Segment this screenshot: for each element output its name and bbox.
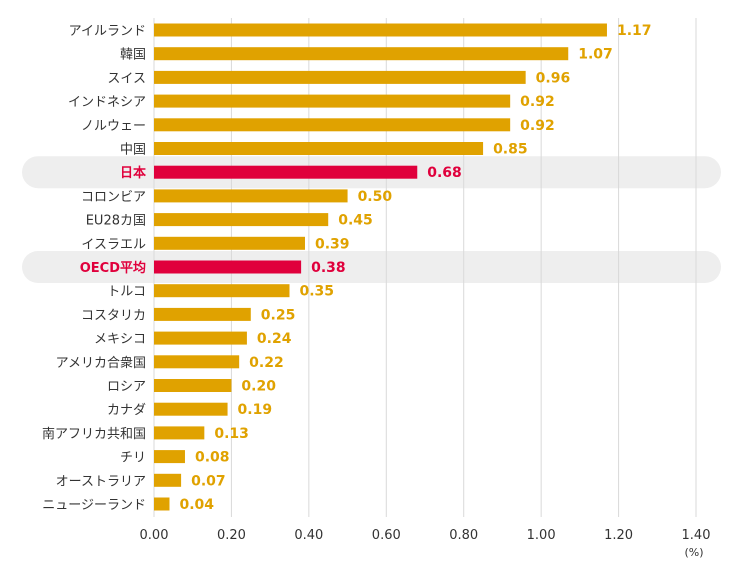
bar [154, 379, 232, 392]
value-label: 0.35 [300, 284, 335, 300]
bar [154, 23, 607, 37]
bar [154, 355, 240, 369]
category-label: アメリカ合衆国 [56, 355, 146, 371]
bar [154, 402, 228, 416]
value-label: 0.96 [536, 70, 571, 86]
highlight-band [22, 251, 721, 283]
x-tick-label: 0.80 [449, 528, 478, 543]
bar [154, 47, 569, 61]
bar [154, 189, 348, 203]
category-label: イスラエル [81, 237, 146, 252]
category-label: 韓国 [120, 48, 146, 63]
value-label: 0.22 [249, 355, 284, 371]
value-label: 0.50 [358, 189, 393, 205]
x-tick-label: 0.20 [217, 528, 246, 543]
bars [154, 23, 607, 511]
bar [154, 426, 205, 440]
bar [154, 142, 484, 155]
bar [154, 473, 182, 487]
bar [154, 70, 526, 84]
value-label: 0.85 [493, 142, 528, 158]
value-label: 0.04 [179, 497, 214, 513]
category-label: ノルウェー [81, 119, 146, 134]
category-label: 日本 [120, 165, 146, 181]
value-label: 0.45 [338, 213, 373, 229]
value-label: 0.07 [191, 473, 226, 489]
bar [154, 213, 329, 227]
bar [154, 284, 290, 298]
value-label: 0.68 [427, 165, 462, 181]
value-label: 0.38 [311, 260, 346, 276]
value-label: 0.08 [195, 450, 230, 466]
unit-label: (%) [684, 546, 703, 559]
x-tick-label: 1.00 [527, 528, 556, 543]
bar [154, 497, 170, 511]
category-label: アイルランド [69, 24, 146, 39]
x-tick-label: 1.40 [682, 528, 711, 543]
value-label: 0.20 [241, 379, 276, 395]
x-tick-label: 1.20 [604, 528, 633, 543]
category-label: 南アフリカ共和国 [42, 426, 146, 442]
category-label: コスタリカ [81, 308, 146, 323]
category-label: インドネシア [68, 95, 146, 110]
bar [154, 118, 511, 132]
bar [154, 165, 418, 179]
bar [154, 307, 251, 321]
category-label: メキシコ [94, 332, 146, 347]
category-label: 中国 [120, 143, 146, 158]
category-label: ニュージーランド [42, 498, 146, 513]
bar [154, 94, 511, 108]
category-label: オーストラリア [56, 474, 146, 489]
value-label: 0.39 [315, 236, 350, 252]
category-label: スイス [107, 71, 146, 86]
value-label: 1.17 [617, 23, 652, 39]
bar [154, 450, 185, 464]
value-label: 0.13 [214, 426, 249, 442]
value-label: 0.24 [257, 331, 292, 347]
category-label: カナダ [107, 403, 146, 418]
value-label: 0.92 [520, 118, 555, 134]
category-label: トルコ [107, 285, 146, 300]
x-tick-label: 0.00 [140, 528, 169, 543]
value-labels: 1.171.07 0.96 0.92 0.92 0.85 0.68 0.50 0.45 0.39… [179, 23, 651, 513]
value-label: 0.19 [238, 402, 273, 418]
bar [154, 331, 247, 345]
category-label: チリ [120, 451, 146, 466]
value-label: 0.92 [520, 94, 555, 110]
value-label: 1.07 [578, 47, 613, 63]
value-label: 0.25 [261, 307, 296, 323]
x-axis-ticks: 0.00 0.20 0.40 0.60 0.80 1.00 1.20 1.40 [140, 528, 711, 543]
category-label: ロシア [107, 380, 146, 395]
category-label: EU28カ国 [86, 214, 146, 229]
bar [154, 236, 305, 250]
bar [154, 260, 302, 274]
category-label: コロンビア [81, 190, 146, 205]
category-label: OECD平均 [80, 260, 146, 276]
x-tick-label: 0.60 [372, 528, 401, 543]
x-tick-label: 0.40 [294, 528, 323, 543]
